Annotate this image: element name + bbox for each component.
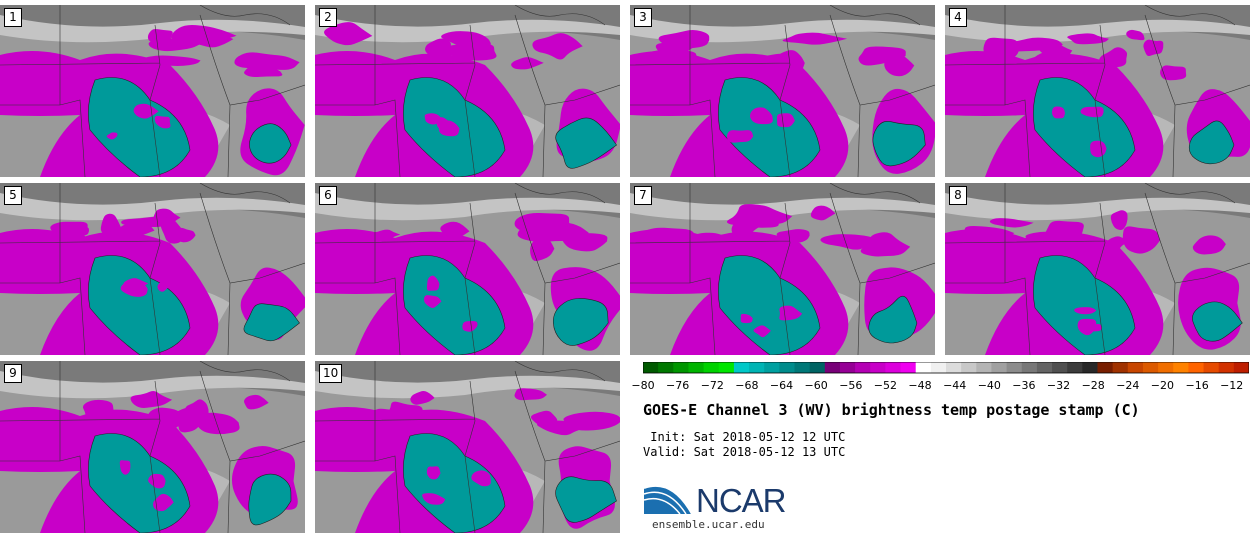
- panel-number: 8: [949, 186, 967, 205]
- colorbar-tick-label: −72: [700, 379, 724, 392]
- panel-number: 4: [949, 8, 967, 27]
- colorbar-swatch: [1082, 362, 1098, 373]
- panel-number: 2: [319, 8, 337, 27]
- init-time: Init: Sat 2018-05-12 12 UTC: [643, 430, 846, 444]
- colorbar-swatch: [855, 362, 871, 373]
- colorbar-swatch: [1097, 362, 1114, 373]
- colorbar-swatch: [991, 362, 1008, 373]
- stamp-panel[interactable]: 8: [945, 183, 1250, 355]
- colorbar-tick-label: −48: [908, 379, 932, 392]
- colorbar-tick-label: −44: [943, 379, 967, 392]
- panel-number: 10: [319, 364, 343, 383]
- colorbar-swatch: [900, 362, 917, 373]
- colorbar-swatch: [976, 362, 992, 373]
- stamp-panel[interactable]: 9: [0, 361, 305, 533]
- colorbar-swatch: [658, 362, 674, 373]
- colorbar-swatch: [1173, 362, 1189, 373]
- colorbar-tick-label: −20: [1150, 379, 1174, 392]
- colorbar-tick-label: −64: [769, 379, 794, 392]
- site-url: ensemble.ucar.edu: [652, 518, 765, 531]
- stamp-panel[interactable]: 7: [630, 183, 935, 355]
- colorbar-tick-label: −40: [977, 379, 1001, 392]
- stamp-panel[interactable]: 2: [315, 5, 620, 177]
- panel-number: 9: [4, 364, 22, 383]
- colorbar-tick-label: −12: [1220, 379, 1244, 392]
- panel-number: 6: [319, 186, 337, 205]
- panel-number: 3: [634, 8, 652, 27]
- colorbar-swatch: [779, 362, 795, 373]
- panel-number: 5: [4, 186, 22, 205]
- colorbar-swatch: [673, 362, 689, 373]
- colorbar-tick-label: −60: [804, 379, 828, 392]
- colorbar-swatch: [1203, 362, 1220, 373]
- colorbar-swatch: [1067, 362, 1083, 373]
- colorbar-swatch: [733, 362, 750, 373]
- stamp-panel[interactable]: 10: [315, 361, 620, 533]
- colorbar-swatch: [1052, 362, 1068, 373]
- panel-number: 1: [4, 8, 22, 27]
- colorbar-tick-label: −16: [1185, 379, 1209, 392]
- colorbar-tick-label: −52: [873, 379, 897, 392]
- colorbar-tick-label: −76: [665, 379, 690, 392]
- colorbar-swatch: [1218, 362, 1235, 373]
- stamp-panel[interactable]: 5: [0, 183, 305, 355]
- colorbar-swatch: [1142, 362, 1159, 373]
- colorbar-swatch: [839, 362, 856, 373]
- colorbar-swatch: [809, 362, 826, 373]
- ncar-logo-text: NCAR: [696, 482, 787, 519]
- colorbar-swatch: [688, 362, 705, 373]
- stamp-panel[interactable]: 6: [315, 183, 620, 355]
- colorbar-swatch: [946, 362, 962, 373]
- colorbar-swatch: [643, 362, 659, 373]
- colorbar-swatch: [1158, 362, 1174, 373]
- ncar-logo: [643, 484, 693, 515]
- colorbar-swatch: [870, 362, 886, 373]
- stamp-panel[interactable]: 4: [945, 5, 1250, 177]
- valid-time: Valid: Sat 2018-05-12 13 UTC: [643, 445, 846, 459]
- colorbar-swatch: [718, 362, 735, 373]
- stamp-panel[interactable]: 3: [630, 5, 935, 177]
- colorbar-swatch: [824, 362, 841, 373]
- colorbar-swatch: [703, 362, 720, 373]
- colorbar-swatch: [1188, 362, 1205, 373]
- colorbar-tick-label: −68: [735, 379, 759, 392]
- colorbar: [643, 362, 1249, 374]
- colorbar-swatch: [1006, 362, 1023, 373]
- colorbar-swatch: [1112, 362, 1129, 373]
- colorbar-tick-label: −36: [1012, 379, 1036, 392]
- colorbar-swatch: [961, 362, 977, 373]
- colorbar-swatch: [915, 362, 932, 373]
- colorbar-tick-label: −80: [631, 379, 655, 392]
- colorbar-swatch: [1036, 362, 1053, 373]
- colorbar-swatch: [749, 362, 765, 373]
- stamp-panel[interactable]: 1: [0, 5, 305, 177]
- colorbar-swatch: [764, 362, 780, 373]
- colorbar-tick-label: −56: [839, 379, 863, 392]
- colorbar-tick-label: −24: [1116, 379, 1140, 392]
- colorbar-swatch: [1233, 362, 1249, 373]
- plot-title: GOES-E Channel 3 (WV) brightness temp po…: [643, 401, 1140, 419]
- colorbar-swatch: [794, 362, 811, 373]
- colorbar-tick-label: −28: [1081, 379, 1105, 392]
- colorbar-tick-label: −32: [1046, 379, 1071, 392]
- panel-number: 7: [634, 186, 652, 205]
- colorbar-swatch: [930, 362, 947, 373]
- colorbar-swatch: [885, 362, 902, 373]
- colorbar-swatch: [1021, 362, 1038, 373]
- colorbar-swatch: [1127, 362, 1144, 373]
